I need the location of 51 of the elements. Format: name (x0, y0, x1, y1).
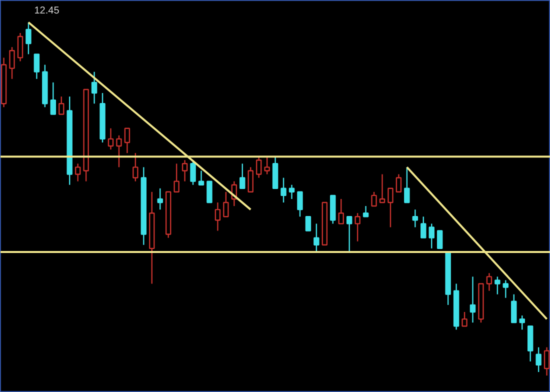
candlestick (362, 205, 369, 218)
text: 12.45 (34, 6, 60, 17)
candlestick (58, 96, 64, 115)
candlestick (519, 314, 525, 330)
candlestick (388, 188, 394, 228)
candlestick (26, 22, 32, 55)
candlestick (346, 216, 352, 253)
candlestick (240, 163, 246, 189)
candlestick (436, 230, 443, 250)
candlestick (91, 71, 98, 104)
candlestick (305, 216, 312, 232)
candlestick (223, 191, 229, 218)
candlestick (502, 280, 509, 298)
candlestick (420, 216, 426, 238)
candlestick (428, 223, 434, 250)
candlestick (536, 346, 542, 373)
candlestick (486, 272, 492, 292)
candlestick (379, 174, 386, 204)
candlestick (314, 223, 320, 253)
candlestick (297, 191, 303, 218)
candlestick (9, 46, 15, 80)
candlestick (264, 156, 270, 175)
candlestick (280, 177, 286, 204)
candlestick (124, 128, 130, 154)
candlestick (511, 294, 517, 324)
candlestick (214, 202, 221, 232)
candlestick (132, 152, 138, 182)
candlestick (17, 32, 24, 62)
candlestick (354, 212, 360, 242)
candlestick (494, 276, 500, 295)
candlestick (256, 156, 262, 178)
candlestick (462, 311, 468, 327)
candlestick (74, 163, 81, 182)
candlestick (288, 184, 295, 200)
candlestick (174, 163, 180, 193)
candlestick (50, 82, 56, 115)
candlestick (371, 191, 377, 207)
candlestick (412, 208, 418, 228)
candlestick (198, 170, 204, 186)
candlestick (182, 160, 188, 182)
candlestick (108, 128, 114, 150)
candlestick (116, 134, 122, 168)
candlestick (248, 166, 254, 193)
candlestick (34, 54, 40, 80)
candlestick (338, 198, 344, 224)
candlestick (157, 188, 163, 210)
candlestick (190, 160, 196, 186)
candlestick (206, 180, 212, 204)
candlestick (404, 166, 410, 204)
candlestick (470, 276, 476, 324)
candlestick (396, 174, 402, 193)
